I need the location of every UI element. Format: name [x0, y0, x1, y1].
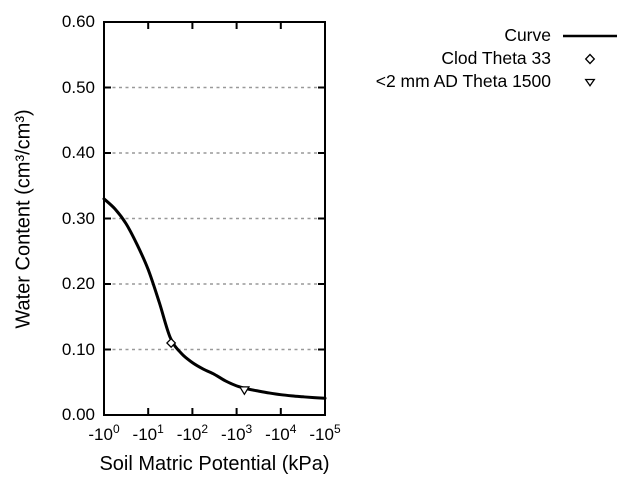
y-tick-label: 0.40 — [61, 143, 95, 162]
y-tick-label: 0.10 — [61, 339, 95, 359]
triangle-down-marker-icon — [563, 76, 617, 88]
y-tick-label: 0.50 — [61, 77, 95, 97]
legend-label-clod-theta-33: Clod Theta 33 — [441, 48, 551, 68]
y-tick-label: 0.00 — [61, 405, 95, 424]
y-tick-label: 0.60 — [61, 12, 95, 31]
x-axis-title: Soil Matric Potential (kPa) — [99, 453, 330, 475]
legend-entry-ad-theta-1500: <2 mm AD Theta 1500 — [376, 70, 617, 93]
curve-line-sample-icon — [563, 31, 617, 41]
diamond-marker-icon — [563, 53, 617, 65]
legend: Curve Clod Theta 33 <2 mm AD Theta 1500 — [376, 24, 617, 93]
x-tick-label: -105 — [309, 422, 341, 444]
retention-curve — [102, 197, 327, 400]
x-tick-label: -104 — [265, 422, 297, 444]
x-tick-label: -103 — [220, 422, 253, 444]
x-tick-label: -101 — [132, 422, 164, 444]
x-tick-label: -100 — [88, 422, 120, 444]
legend-label-curve: Curve — [504, 25, 551, 45]
legend-entry-curve: Curve — [376, 24, 617, 47]
y-axis-title: Water Content (cm³/cm³) — [12, 109, 35, 329]
legend-label-ad-theta-1500: <2 mm AD Theta 1500 — [375, 71, 551, 91]
legend-entry-clod-theta-33: Clod Theta 33 — [376, 47, 617, 70]
y-tick-label: 0.30 — [61, 208, 95, 228]
plot-border — [103, 21, 326, 416]
y-tick-label: 0.20 — [61, 274, 95, 293]
x-tick-label: -102 — [176, 422, 209, 444]
triangle-data-point — [238, 386, 251, 396]
diamond-data-point — [165, 337, 177, 349]
